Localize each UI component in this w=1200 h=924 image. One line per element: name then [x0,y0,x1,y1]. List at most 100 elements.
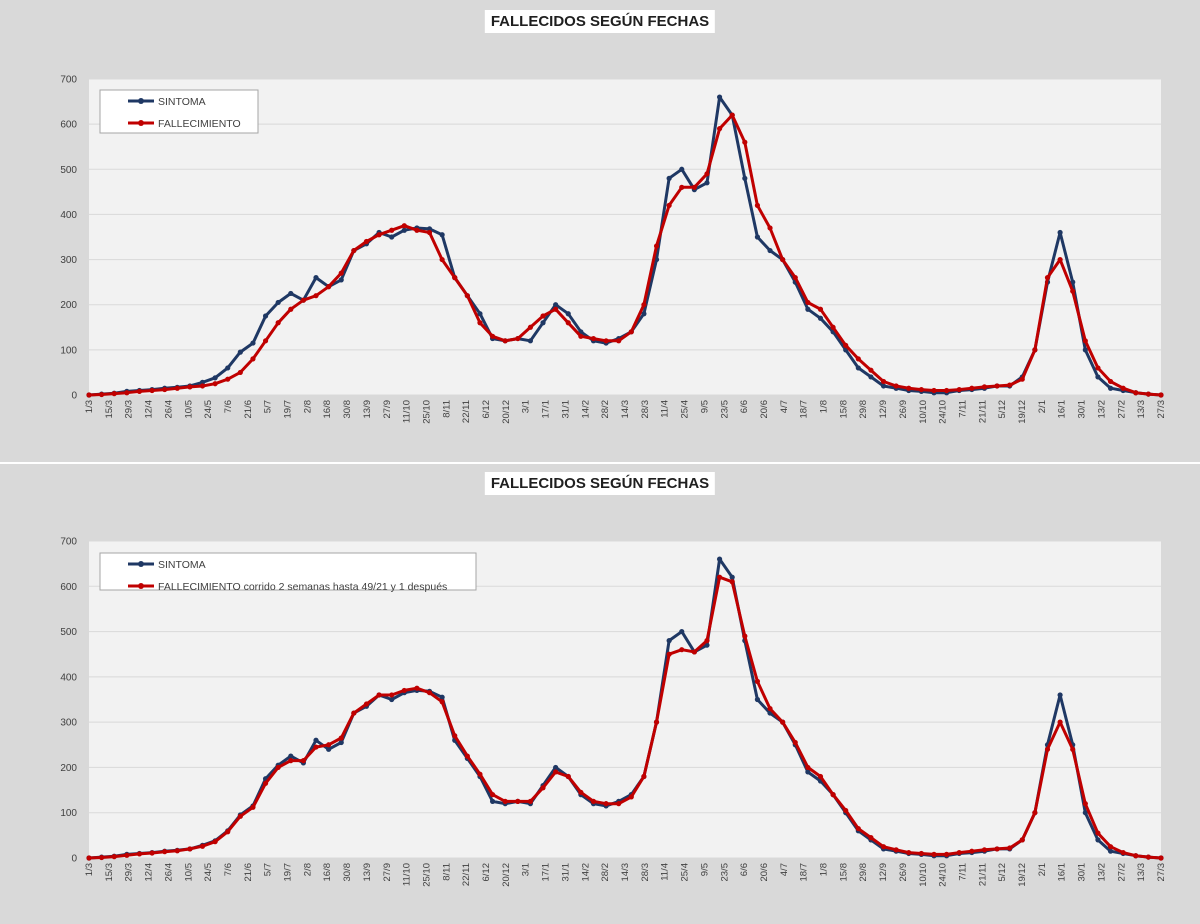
data-point [679,647,685,653]
data-point [439,256,445,263]
data-point [527,798,534,804]
data-point [817,306,824,312]
x-tick-label: 23/5 [719,400,730,419]
x-tick-label: 11/4 [660,400,671,418]
x-tick-label: 20/6 [759,863,770,882]
data-point [944,851,950,857]
data-point [401,223,407,229]
x-tick-label: 19/12 [1017,400,1028,424]
data-point [754,696,761,703]
x-tick-label: 1/8 [819,863,830,876]
x-tick-label: 14/3 [620,863,631,882]
data-point [99,854,105,861]
x-tick-label: 12/4 [144,863,155,882]
data-point [792,739,798,746]
data-point [338,277,344,283]
data-point [880,844,887,850]
x-tick-label: 25/4 [680,400,691,419]
x-tick-label: 30/1 [1077,400,1088,419]
y-tick-label: 200 [60,763,77,774]
x-tick-label: 15/8 [838,400,849,419]
data-point [212,375,218,381]
data-point [578,333,584,339]
data-point [1095,837,1101,843]
x-tick-label: 26/9 [898,400,909,419]
x-tick-label: 12/9 [878,863,889,882]
data-point [351,710,357,716]
x-tick-label: 13/9 [362,400,373,419]
data-point [590,335,597,342]
data-point [389,234,395,240]
data-point [666,202,672,208]
x-tick-label: 25/10 [421,863,432,887]
line-chart-bottom: 0 100 200 300 400 500 600 700 1/3 15/3 29/3 12/4 26/… [60,537,1167,887]
x-tick-label: 11/10 [402,863,413,886]
data-point [1057,256,1063,263]
data-point [1095,830,1101,836]
x-tick-label: 19/7 [283,863,294,882]
chart-title: FALLECIDOS SEGÚN FECHAS [484,10,716,33]
x-tick-label: 2/1 [1037,863,1048,876]
plot-area [89,541,1161,858]
x-tick-label: 10/5 [183,863,194,882]
data-point [792,275,798,281]
x-tick-label: 21/6 [243,863,254,882]
x-tick-label: 2/1 [1037,400,1048,413]
x-tick-label: 13/3 [1136,400,1147,419]
data-point [464,753,470,759]
data-point [426,229,433,236]
data-point [111,854,117,860]
y-tick-label: 500 [60,627,77,638]
data-point [212,839,218,845]
data-point [817,315,824,321]
data-point [439,694,445,700]
data-point [691,649,697,655]
data-point [729,579,735,585]
y-tick-label: 300 [60,718,77,729]
data-point [1107,385,1114,391]
data-point [754,678,761,684]
data-point [754,202,761,208]
x-tick-label: 18/7 [799,863,810,882]
x-tick-label: 26/9 [898,863,909,882]
data-point [489,798,496,804]
data-point [149,387,155,394]
data-point [275,764,281,771]
x-tick-label: 19/7 [283,400,294,419]
x-tick-label: 7/6 [223,400,234,413]
data-point [1057,719,1063,725]
data-point [174,848,180,854]
data-point [162,386,168,393]
x-tick-label: 3/1 [521,400,532,413]
x-tick-label: 30/8 [342,400,353,419]
data-point [250,804,256,810]
data-point [1107,378,1114,385]
data-point [262,780,269,786]
data-point [805,764,811,771]
data-point [578,789,584,795]
data-point [767,247,773,254]
x-tick-label: 14/2 [580,400,591,419]
data-point [376,692,382,698]
y-tick-label: 700 [60,75,77,86]
data-point [262,338,269,344]
x-tick-label: 10/5 [183,400,194,419]
data-point [729,574,735,580]
data-point [742,175,748,181]
x-tick-label: 13/3 [1136,863,1147,882]
chart-panel-bottom: FALLECIDOS SEGÚN FECHAS 0 100 200 300 400 500… [0,464,1200,924]
x-tick-label: 15/3 [104,863,115,882]
data-point [111,391,117,397]
data-point [590,798,597,804]
data-point [149,850,155,856]
data-point [679,166,685,172]
data-point [515,798,521,804]
data-point [893,847,899,853]
x-tick-label: 1/3 [84,400,95,413]
x-tick-label: 21/11 [977,400,988,423]
legend-label: FALLECIMIENTO corrido 2 semanas hasta 49… [158,581,447,593]
data-point [1095,374,1101,380]
data-point [187,384,193,390]
data-point [225,365,231,371]
x-tick-label: 6/6 [739,863,750,876]
